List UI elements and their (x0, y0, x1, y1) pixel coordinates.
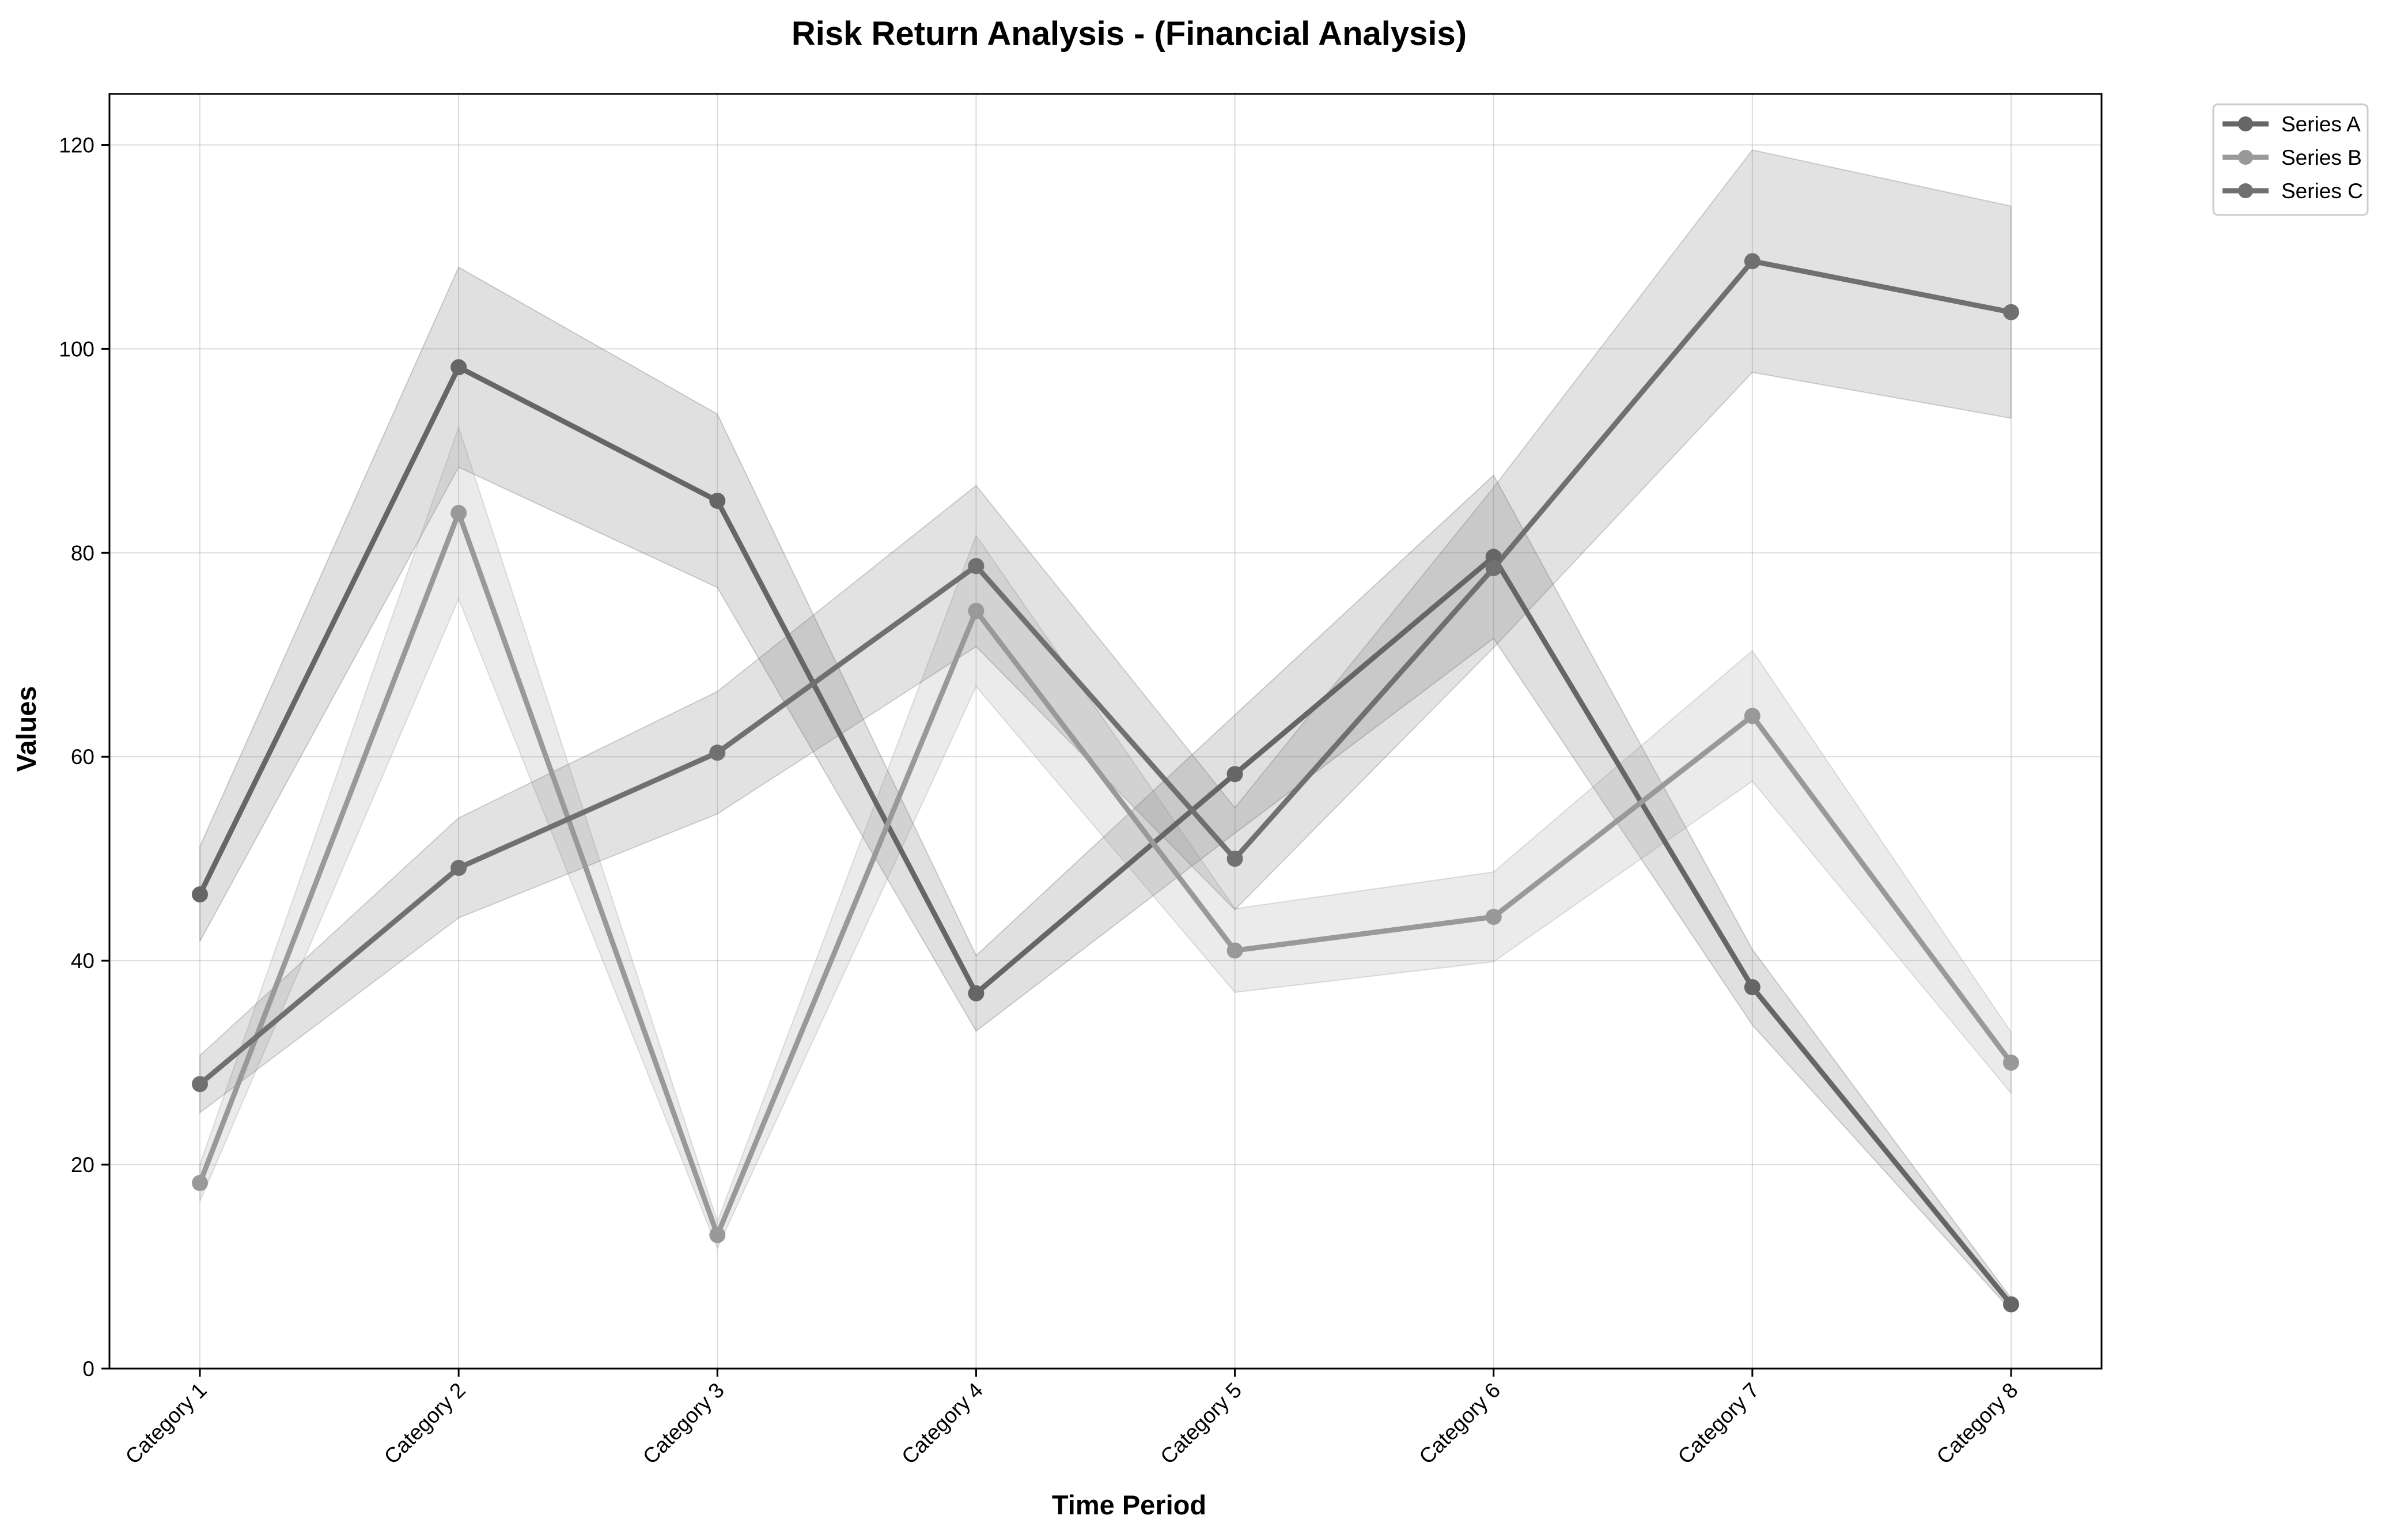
series-a-legend-marker (2238, 116, 2253, 131)
y-axis-label: Values (11, 686, 41, 772)
series-b-point (1744, 708, 1760, 724)
series-points (192, 253, 2019, 1313)
y-tick-label: 40 (71, 949, 94, 973)
series-a-point (2003, 1296, 2019, 1313)
series-c-point (1226, 851, 1243, 867)
series-b-legend-label: Series B (2281, 146, 2362, 169)
series-b-point (450, 505, 467, 522)
series-b-point (968, 603, 985, 619)
series-a-point (1226, 766, 1243, 783)
series-c-point (192, 1076, 208, 1093)
series-c-point (450, 860, 467, 876)
series-c-line (197, 258, 2014, 1087)
series-b-point (2003, 1055, 2019, 1071)
chart-title: Risk Return Analysis - (Financial Analys… (792, 15, 1467, 52)
series-c-band (199, 149, 2012, 1114)
y-tick-label: 80 (71, 541, 94, 565)
plot-frame (108, 93, 2103, 1370)
series-b-band (199, 425, 2012, 1250)
series-b-point (709, 1227, 726, 1244)
series-c-point (2003, 304, 2019, 320)
grid-lines (109, 94, 2102, 1369)
series-a-point (1485, 549, 1502, 565)
series-b-point (192, 1174, 208, 1191)
series-b-point (1226, 942, 1243, 959)
series-a-point (1744, 979, 1760, 996)
series-c-point (709, 745, 726, 761)
series-a-point (192, 886, 208, 903)
series-c-point (1744, 253, 1760, 270)
series-c-point (1485, 560, 1502, 576)
series-a-point (968, 985, 985, 1002)
y-tick-label: 100 (59, 337, 94, 361)
x-axis-label: Time Period (1052, 1490, 1206, 1520)
y-tick-label: 60 (71, 745, 94, 769)
series-lines (197, 258, 2014, 1308)
series-b-line (197, 510, 2014, 1238)
series-a-legend-label: Series A (2281, 112, 2361, 136)
y-tick-label: 20 (71, 1153, 94, 1177)
series-c-point (968, 558, 985, 575)
series-c-legend-marker (2238, 183, 2253, 198)
y-tick-label: 120 (59, 133, 94, 157)
series-c-legend-label: Series C (2281, 179, 2363, 203)
series-a-line (197, 364, 2014, 1308)
legend: Series A Series B Series C (2212, 103, 2369, 216)
y-tick-label: 0 (82, 1357, 94, 1381)
series-b-point (1485, 909, 1502, 925)
series-a-point (450, 359, 467, 376)
series-b-legend-marker (2238, 150, 2253, 165)
series-a-point (709, 493, 726, 509)
y-axis-ticks: 0 20 40 60 80 100 120 (59, 133, 109, 1381)
